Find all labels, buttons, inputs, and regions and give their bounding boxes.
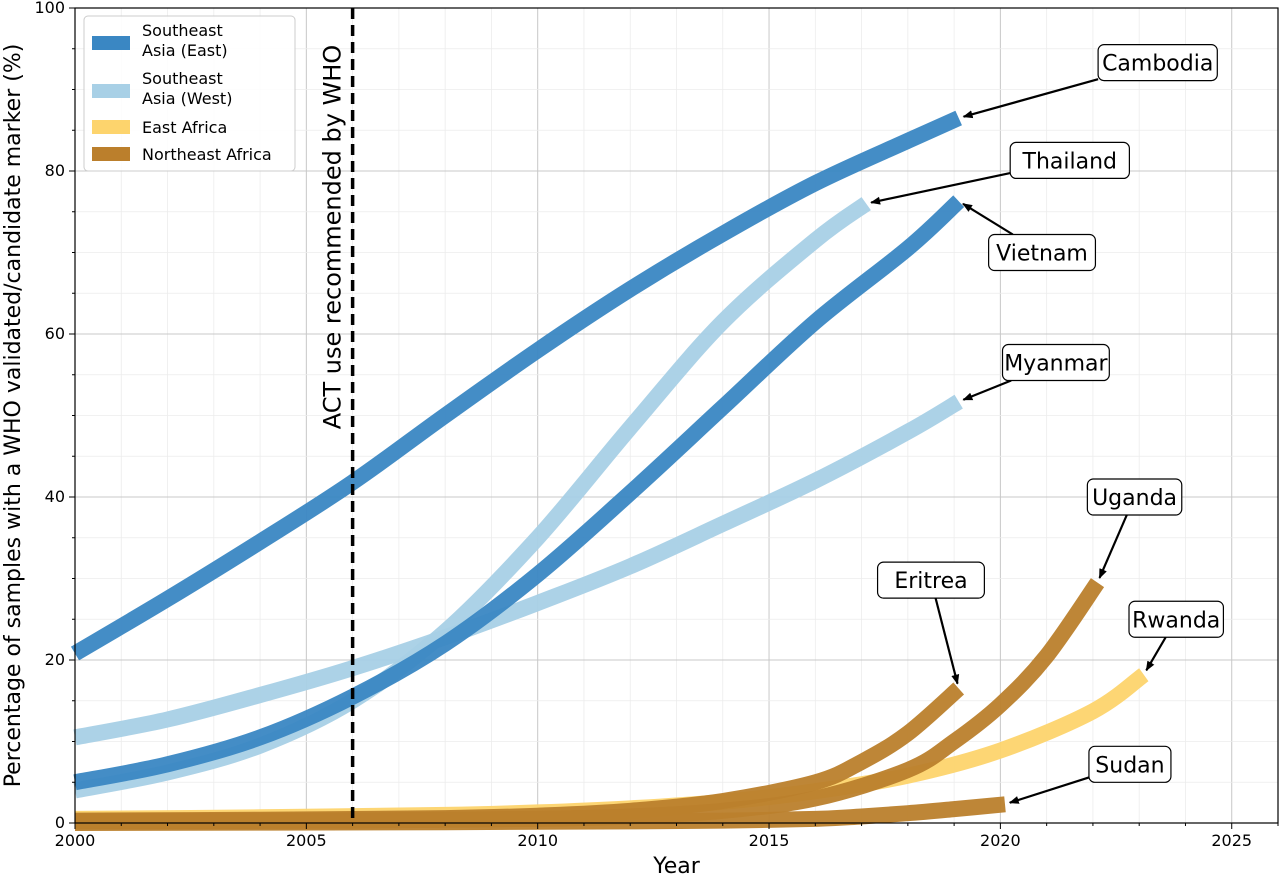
legend-box (83, 15, 296, 172)
country-annotations: Cambodia Vietnam Thailand Myanmar Rwanda Erit… (870, 44, 1225, 804)
annotation-label-uganda: Uganda (1092, 486, 1177, 511)
legend-label: Northeast Africa (142, 145, 272, 164)
axis-ticks: 2000 2005 2010 2015 2020 2025 0 20 40 60 80 100 (34, 0, 1279, 850)
y-tick-label: 0 (55, 813, 65, 832)
annotation-label-rwanda: Rwanda (1132, 608, 1220, 633)
annotation-label-sudan: Sudan (1095, 753, 1164, 778)
annotation-box-rwanda (1128, 600, 1225, 638)
annotation-arrow-myanmar (962, 379, 1012, 401)
annotation-box-eritrea (876, 561, 985, 599)
y-tick-label: 100 (34, 0, 65, 17)
annotation-box-thailand (1009, 141, 1130, 180)
legend-label: Asia (East) (142, 41, 228, 60)
annotation-box-uganda (1086, 478, 1183, 516)
series-line-vietnam (73, 195, 965, 791)
series-line-myanmar (73, 394, 963, 746)
legend-label: Asia (West) (142, 89, 232, 108)
y-axis-title: Percentage of samples with a WHO validat… (1, 44, 26, 788)
annotation-box-cambodia (1097, 44, 1218, 82)
annotation-arrow-vietnam (962, 202, 1014, 236)
y-tick-label: 20 (45, 650, 65, 669)
x-axis-title: Year (652, 854, 701, 876)
annotation-arrow-eritrea (934, 597, 960, 685)
legend-label: Southeast (142, 69, 223, 88)
annotation-box-vietnam (988, 233, 1097, 272)
annotation-label-cambodia: Cambodia (1102, 52, 1213, 77)
series-line-cambodia (70, 110, 962, 661)
annotation-arrow-thailand (870, 171, 1011, 205)
x-tick-label: 2025 (1211, 831, 1252, 850)
annotation-label-thailand: Thailand (1022, 149, 1117, 174)
legend-label: East Africa (142, 118, 227, 137)
legend-label: Southeast (142, 21, 223, 40)
x-tick-label: 2000 (55, 831, 96, 850)
annotation-box-sudan (1088, 745, 1172, 783)
x-tick-label: 2020 (980, 831, 1021, 850)
annotation-arrow-uganda (1098, 514, 1128, 579)
x-tick-label: 2005 (286, 831, 327, 850)
annotation-label-eritrea: Eritrea (894, 569, 967, 594)
annotation-box-myanmar (1001, 343, 1110, 382)
act-line-label: ACT use recommended by WHO (319, 45, 347, 429)
act-reference-line: ACT use recommended by WHO (319, 8, 355, 823)
y-tick-label: 60 (45, 324, 65, 343)
y-tick-label: 40 (45, 487, 65, 506)
annotation-arrow-rwanda (1145, 636, 1167, 672)
annotation-arrow-sudan (1008, 776, 1090, 804)
legend-swatch (92, 36, 130, 50)
series-line-thailand (73, 197, 871, 799)
annotation-label-vietnam: Vietnam (996, 242, 1088, 267)
x-tick-label: 2010 (517, 831, 558, 850)
series-line-uganda (74, 578, 1105, 830)
annotation-arrow-cambodia (962, 78, 1099, 119)
legend-swatch (92, 120, 130, 134)
legend-swatch (92, 147, 130, 161)
series-lines (70, 110, 1149, 831)
x-tick-label: 2015 (749, 831, 790, 850)
annotation-label-myanmar: Myanmar (1004, 352, 1108, 377)
legend-swatch (92, 84, 130, 98)
y-tick-label: 80 (45, 161, 65, 180)
